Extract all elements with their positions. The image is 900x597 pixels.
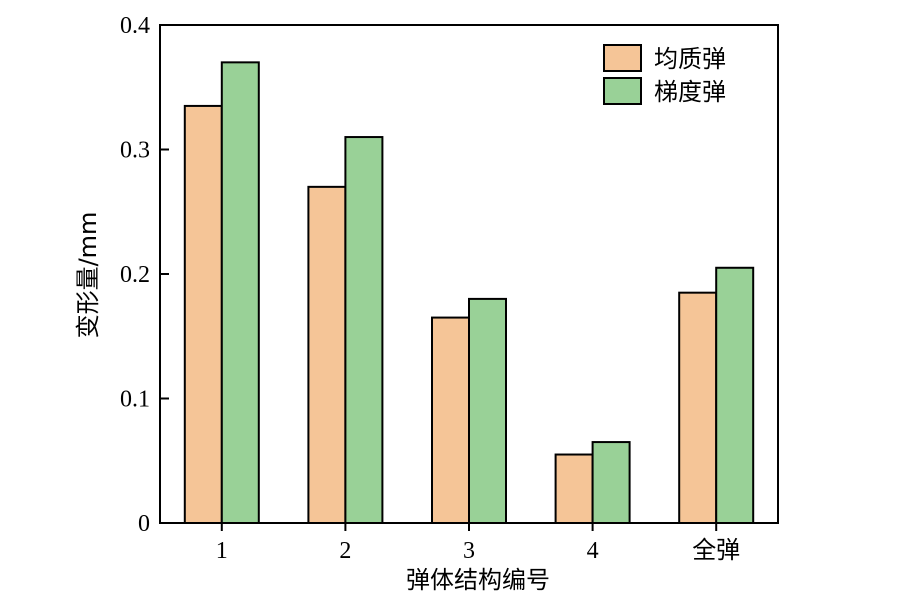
x-tick-label: 全弹 [692, 537, 740, 564]
legend-label: 梯度弹 [654, 78, 726, 106]
bar-gradient [591, 441, 631, 525]
y-tick-label: 0.4 [120, 13, 150, 39]
bar-gradient [220, 61, 260, 524]
x-tick-label: 1 [216, 538, 228, 564]
y-tick-label: 0 [138, 511, 150, 537]
bar-homogeneous [307, 185, 347, 524]
bar-homogeneous [183, 104, 223, 525]
x-axis-title: 弹体结构编号 [406, 566, 550, 594]
x-tick-label: 4 [587, 538, 599, 564]
x-axis: 1 2 3 4 全弹 [216, 523, 740, 564]
bar-homogeneous [554, 453, 594, 524]
bar-gradient [468, 297, 507, 524]
legend-label: 均质弹 [654, 45, 726, 73]
bars-layer [183, 61, 755, 525]
legend-swatch [603, 44, 642, 72]
y-tick-label: 0.2 [120, 262, 150, 288]
y-axis: 0 0.1 0.2 0.3 0.4 [120, 13, 169, 537]
y-axis-title: 变形量/mm [74, 212, 102, 339]
bar-gradient [344, 136, 384, 525]
x-tick-label: 2 [339, 538, 351, 564]
legend-swatch [603, 77, 642, 105]
y-tick-label: 0.3 [120, 138, 150, 164]
bar-homogeneous [678, 291, 718, 524]
x-tick-label: 3 [463, 538, 475, 564]
bar-homogeneous [431, 316, 470, 525]
y-tick-label: 0.1 [120, 387, 150, 413]
bar-gradient [715, 266, 755, 524]
